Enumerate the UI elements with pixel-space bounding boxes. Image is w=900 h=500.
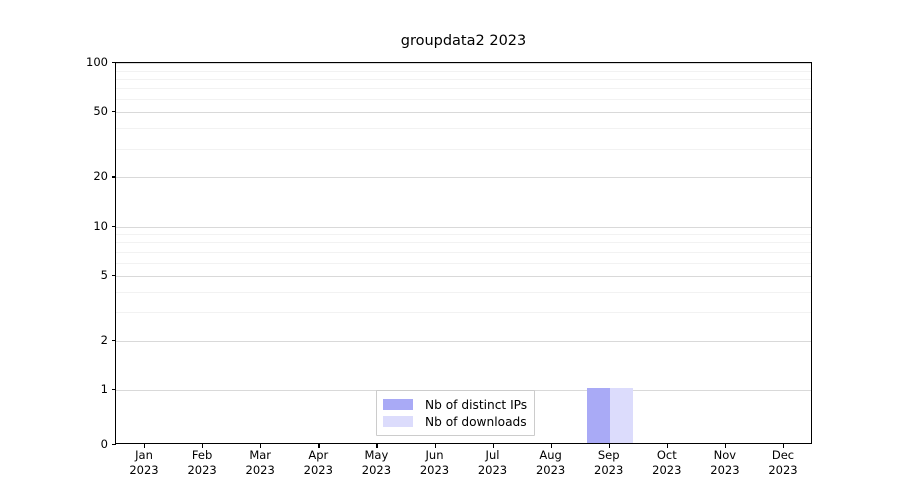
- y-tick-label-100: 100: [86, 55, 108, 69]
- x-tick-label-may: May 2023: [362, 448, 391, 478]
- gridline-minor: [116, 234, 811, 235]
- x-tick-label-month: May: [364, 448, 389, 462]
- x-tick-label-nov: Nov 2023: [710, 448, 739, 478]
- x-axis-tick-labels: Jan 2023 Feb 2023 Mar 2023 Apr 2023 May 2023 Jun 20…: [115, 448, 812, 494]
- y-tick-mark-5: [111, 274, 116, 277]
- y-tick-label-2: 2: [100, 332, 108, 347]
- x-tick-mark-feb: [202, 444, 204, 448]
- gridline-major: [116, 63, 811, 64]
- x-tick-label-year: 2023: [710, 463, 740, 477]
- x-tick-mark-may: [376, 444, 378, 448]
- gridline-minor: [116, 291, 811, 293]
- legend-swatch-icon: [383, 416, 413, 427]
- x-tick-label-month: Dec: [771, 448, 795, 462]
- y-tick-label-20: 20: [93, 169, 108, 184]
- x-tick-label-year: 2023: [187, 463, 217, 477]
- gridline-minor: [116, 262, 811, 264]
- x-tick-label-year: 2023: [535, 463, 566, 477]
- legend-item-label: Nb of distinct IPs: [425, 397, 528, 412]
- x-tick-label-year: 2023: [361, 463, 392, 477]
- y-tick-mark-20: [111, 176, 116, 178]
- y-tick-mark-2: [111, 339, 116, 342]
- x-tick-label-year: 2023: [245, 463, 275, 477]
- gridline-minor: [116, 88, 811, 90]
- x-tick-label-month: Oct: [656, 448, 677, 462]
- y-tick-label-1: 1: [100, 382, 108, 397]
- x-tick-label-month: Jul: [485, 448, 500, 462]
- gridline-major: [116, 340, 811, 342]
- legend-item-label: Nb of downloads: [425, 414, 527, 429]
- page-title: groupdata2 2023: [400, 33, 527, 49]
- x-tick-label-month: Apr: [308, 448, 329, 462]
- x-tick-label-month: Sep: [597, 448, 620, 462]
- bar-sep-series1[interactable]: [609, 388, 633, 443]
- legend-item-1[interactable]: Nb of distinct IPs: [383, 396, 527, 413]
- x-tick-label-month: Aug: [539, 448, 562, 462]
- y-tick-mark-50: [111, 111, 116, 113]
- legend-item-2[interactable]: Nb of downloads: [383, 413, 527, 430]
- x-tick-label-jun: Jun 2023: [420, 448, 449, 478]
- x-tick-mark-jul: [492, 444, 494, 448]
- gridline-major: [116, 177, 811, 179]
- x-tick-label-month: Mar: [249, 448, 272, 462]
- gridline-minor: [116, 128, 811, 130]
- x-tick-label-feb: Feb 2023: [187, 448, 216, 478]
- gridline-major: [116, 112, 811, 114]
- y-tick-mark-100: [111, 62, 116, 64]
- x-tick-label-apr: Apr 2023: [304, 448, 333, 478]
- x-tick-label-month: Feb: [191, 448, 213, 462]
- x-tick-label-year: 2023: [129, 463, 159, 477]
- x-tick-label-jul: Jul 2023: [478, 448, 507, 478]
- x-tick-label-year: 2023: [303, 463, 333, 477]
- x-tick-label-month: Jun: [425, 448, 444, 462]
- x-tick-mark-sep: [608, 444, 610, 448]
- x-tick-label-mar: Mar 2023: [246, 448, 275, 478]
- x-tick-label-aug: Aug 2023: [536, 448, 565, 478]
- legend-swatch-icon: [383, 399, 413, 410]
- gridline-minor: [116, 312, 811, 313]
- gridline-minor: [116, 242, 811, 244]
- gridline-minor: [116, 78, 811, 80]
- y-tick-mark-10: [111, 225, 116, 227]
- x-tick-label-month: Nov: [713, 448, 737, 462]
- x-tick-mark-nov: [724, 444, 727, 448]
- x-tick-label-sep: Sep 2023: [594, 448, 623, 478]
- gridline-major: [116, 226, 811, 228]
- x-tick-label-year: 2023: [419, 463, 450, 477]
- chart-legend[interactable]: Nb of distinct IPs Nb of downloads: [376, 390, 536, 436]
- y-tick-label-10: 10: [93, 218, 108, 233]
- x-tick-label-year: 2023: [477, 463, 508, 477]
- x-tick-label-dec: Dec 2023: [768, 448, 797, 478]
- x-tick-mark-aug: [550, 444, 552, 448]
- gridline-major: [116, 275, 811, 277]
- x-tick-label-year: 2023: [594, 463, 624, 477]
- x-tick-mark-apr: [318, 444, 320, 448]
- gridline-minor: [116, 148, 811, 150]
- x-tick-mark-dec: [783, 444, 785, 448]
- plot-area: [115, 62, 812, 444]
- y-axis-tick-labels: 0 1 2 5 10 20 50 100: [60, 55, 108, 451]
- bar-sep-series0[interactable]: [586, 388, 610, 443]
- x-tick-label-year: 2023: [652, 463, 682, 477]
- gridline-minor: [116, 99, 811, 101]
- x-tick-label-year: 2023: [768, 463, 798, 477]
- gridline-minor: [116, 70, 811, 72]
- x-tick-mark-jan: [144, 444, 146, 448]
- x-tick-mark-jun: [434, 444, 436, 448]
- x-tick-label-jan: Jan 2023: [129, 448, 158, 478]
- y-tick-label-0: 0: [100, 437, 108, 451]
- y-tick-mark-1: [111, 389, 116, 391]
- x-tick-mark-oct: [666, 444, 669, 448]
- y-tick-label-50: 50: [93, 104, 108, 119]
- x-tick-label-month: Jan: [135, 448, 153, 462]
- gridline-minor: [116, 251, 811, 253]
- x-tick-mark-mar: [260, 444, 262, 448]
- x-tick-label-oct: Oct 2023: [652, 448, 681, 478]
- y-tick-mark-0: [111, 444, 116, 446]
- y-tick-label-5: 5: [100, 267, 108, 282]
